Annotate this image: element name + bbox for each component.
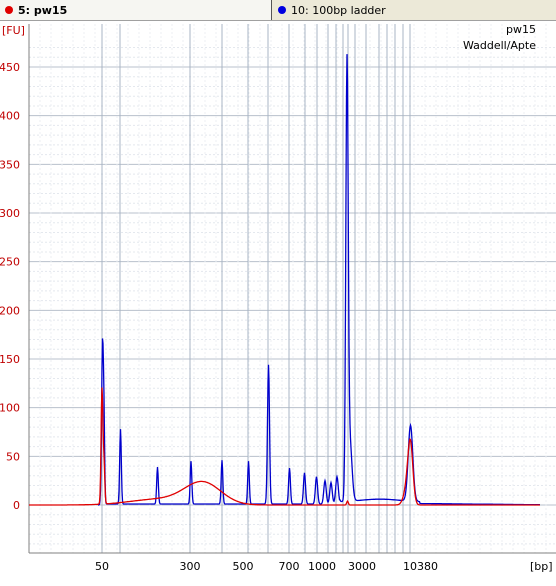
- red-dot-icon: [5, 6, 13, 14]
- x-tick-labels: 50 300 500 700 1000 3000 10380: [95, 560, 438, 573]
- tab-ladder[interactable]: 10: 100bp ladder: [273, 0, 556, 20]
- tab-label: 10: 100bp ladder: [291, 3, 386, 17]
- series-line-ladder: [98, 54, 540, 506]
- y-tick-label: 300: [0, 207, 20, 220]
- y-tick-label: 50: [6, 450, 20, 463]
- tab-label: 5: pw15: [18, 3, 68, 17]
- blue-dot-icon: [278, 6, 286, 14]
- x-axis-label: [bp]: [530, 560, 553, 573]
- x-tick-label: 3000: [348, 560, 376, 573]
- x-tick-label: 700: [279, 560, 300, 573]
- y-tick-label: 400: [0, 110, 20, 123]
- annotation-lab: Waddell/Apte: [463, 39, 536, 52]
- x-tick-label: 300: [180, 560, 201, 573]
- x-tick-label: 1000: [308, 560, 336, 573]
- vertical-gridlines: [39, 24, 547, 553]
- y-axis-label: [FU]: [2, 24, 25, 37]
- x-tick-label: 50: [95, 560, 109, 573]
- y-tick-label: 200: [0, 304, 20, 317]
- y-tick-label: 450: [0, 61, 20, 74]
- tab-bar: 5: pw15 10: 100bp ladder: [0, 0, 556, 21]
- y-tick-label: 100: [0, 402, 20, 415]
- y-tick-label: 250: [0, 256, 20, 269]
- y-tick-label: 350: [0, 158, 20, 171]
- x-tick-label: 500: [233, 560, 254, 573]
- x-tick-label: 10380: [403, 560, 438, 573]
- series-line-pw15: [29, 387, 540, 506]
- y-tick-label: 150: [0, 353, 20, 366]
- y-tick-label: 0: [13, 499, 20, 512]
- y-tick-labels: 450 400 350 300 250 200 150 100 50 0: [0, 61, 20, 512]
- tab-sample-pw15[interactable]: 5: pw15: [0, 0, 272, 20]
- annotation-sample-name: pw15: [506, 23, 536, 36]
